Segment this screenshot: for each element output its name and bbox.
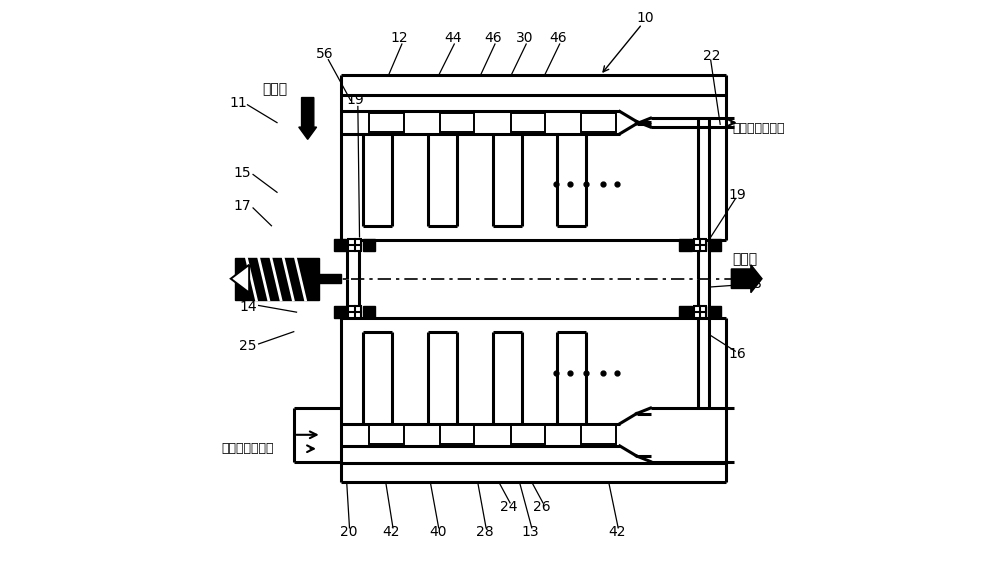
- Text: 44: 44: [444, 32, 461, 46]
- Bar: [369, 425, 404, 444]
- Bar: [581, 425, 616, 444]
- Text: 25: 25: [239, 338, 257, 352]
- Bar: [235, 257, 319, 300]
- Text: 56: 56: [316, 47, 333, 61]
- Bar: [581, 113, 616, 132]
- Bar: [319, 274, 341, 283]
- Text: 46: 46: [550, 32, 567, 46]
- Bar: [363, 239, 375, 252]
- Bar: [679, 306, 692, 318]
- Bar: [348, 239, 361, 252]
- Text: 22: 22: [703, 49, 721, 62]
- Text: 12: 12: [391, 32, 408, 46]
- Bar: [440, 425, 474, 444]
- Text: 42: 42: [608, 525, 626, 539]
- Text: 14: 14: [239, 300, 257, 314]
- Bar: [511, 113, 545, 132]
- Bar: [708, 306, 721, 318]
- Bar: [348, 306, 361, 318]
- Text: 11: 11: [229, 96, 247, 110]
- Bar: [369, 113, 404, 132]
- Bar: [334, 306, 346, 318]
- Text: 17: 17: [234, 199, 251, 213]
- Bar: [334, 239, 346, 252]
- Text: 热交换介质入口: 热交换介质入口: [221, 442, 274, 455]
- Text: 24: 24: [500, 501, 517, 514]
- Bar: [511, 425, 545, 444]
- Text: 干物料: 干物料: [732, 252, 758, 266]
- Text: 20: 20: [340, 525, 357, 539]
- Text: 15: 15: [234, 166, 251, 180]
- Polygon shape: [231, 265, 249, 293]
- Bar: [363, 306, 375, 318]
- Text: 26: 26: [533, 501, 551, 514]
- Text: 28: 28: [476, 525, 494, 539]
- Text: 18: 18: [745, 278, 763, 291]
- Text: 19: 19: [346, 93, 364, 108]
- Text: 19: 19: [728, 188, 746, 202]
- Text: 30: 30: [516, 32, 534, 46]
- Bar: [694, 306, 706, 318]
- FancyArrow shape: [299, 97, 317, 140]
- Bar: [708, 239, 721, 252]
- Bar: [694, 239, 706, 252]
- Text: 热交换介质出口: 热交换介质出口: [732, 122, 785, 135]
- Text: 湿物料: 湿物料: [262, 82, 287, 96]
- Text: 42: 42: [383, 525, 400, 539]
- Text: 40: 40: [429, 525, 446, 539]
- Text: 16: 16: [728, 347, 746, 361]
- Text: 46: 46: [484, 32, 502, 46]
- FancyArrow shape: [731, 265, 762, 293]
- Bar: [440, 113, 474, 132]
- Bar: [679, 239, 692, 252]
- Text: 13: 13: [522, 525, 539, 539]
- Text: 10: 10: [636, 11, 654, 25]
